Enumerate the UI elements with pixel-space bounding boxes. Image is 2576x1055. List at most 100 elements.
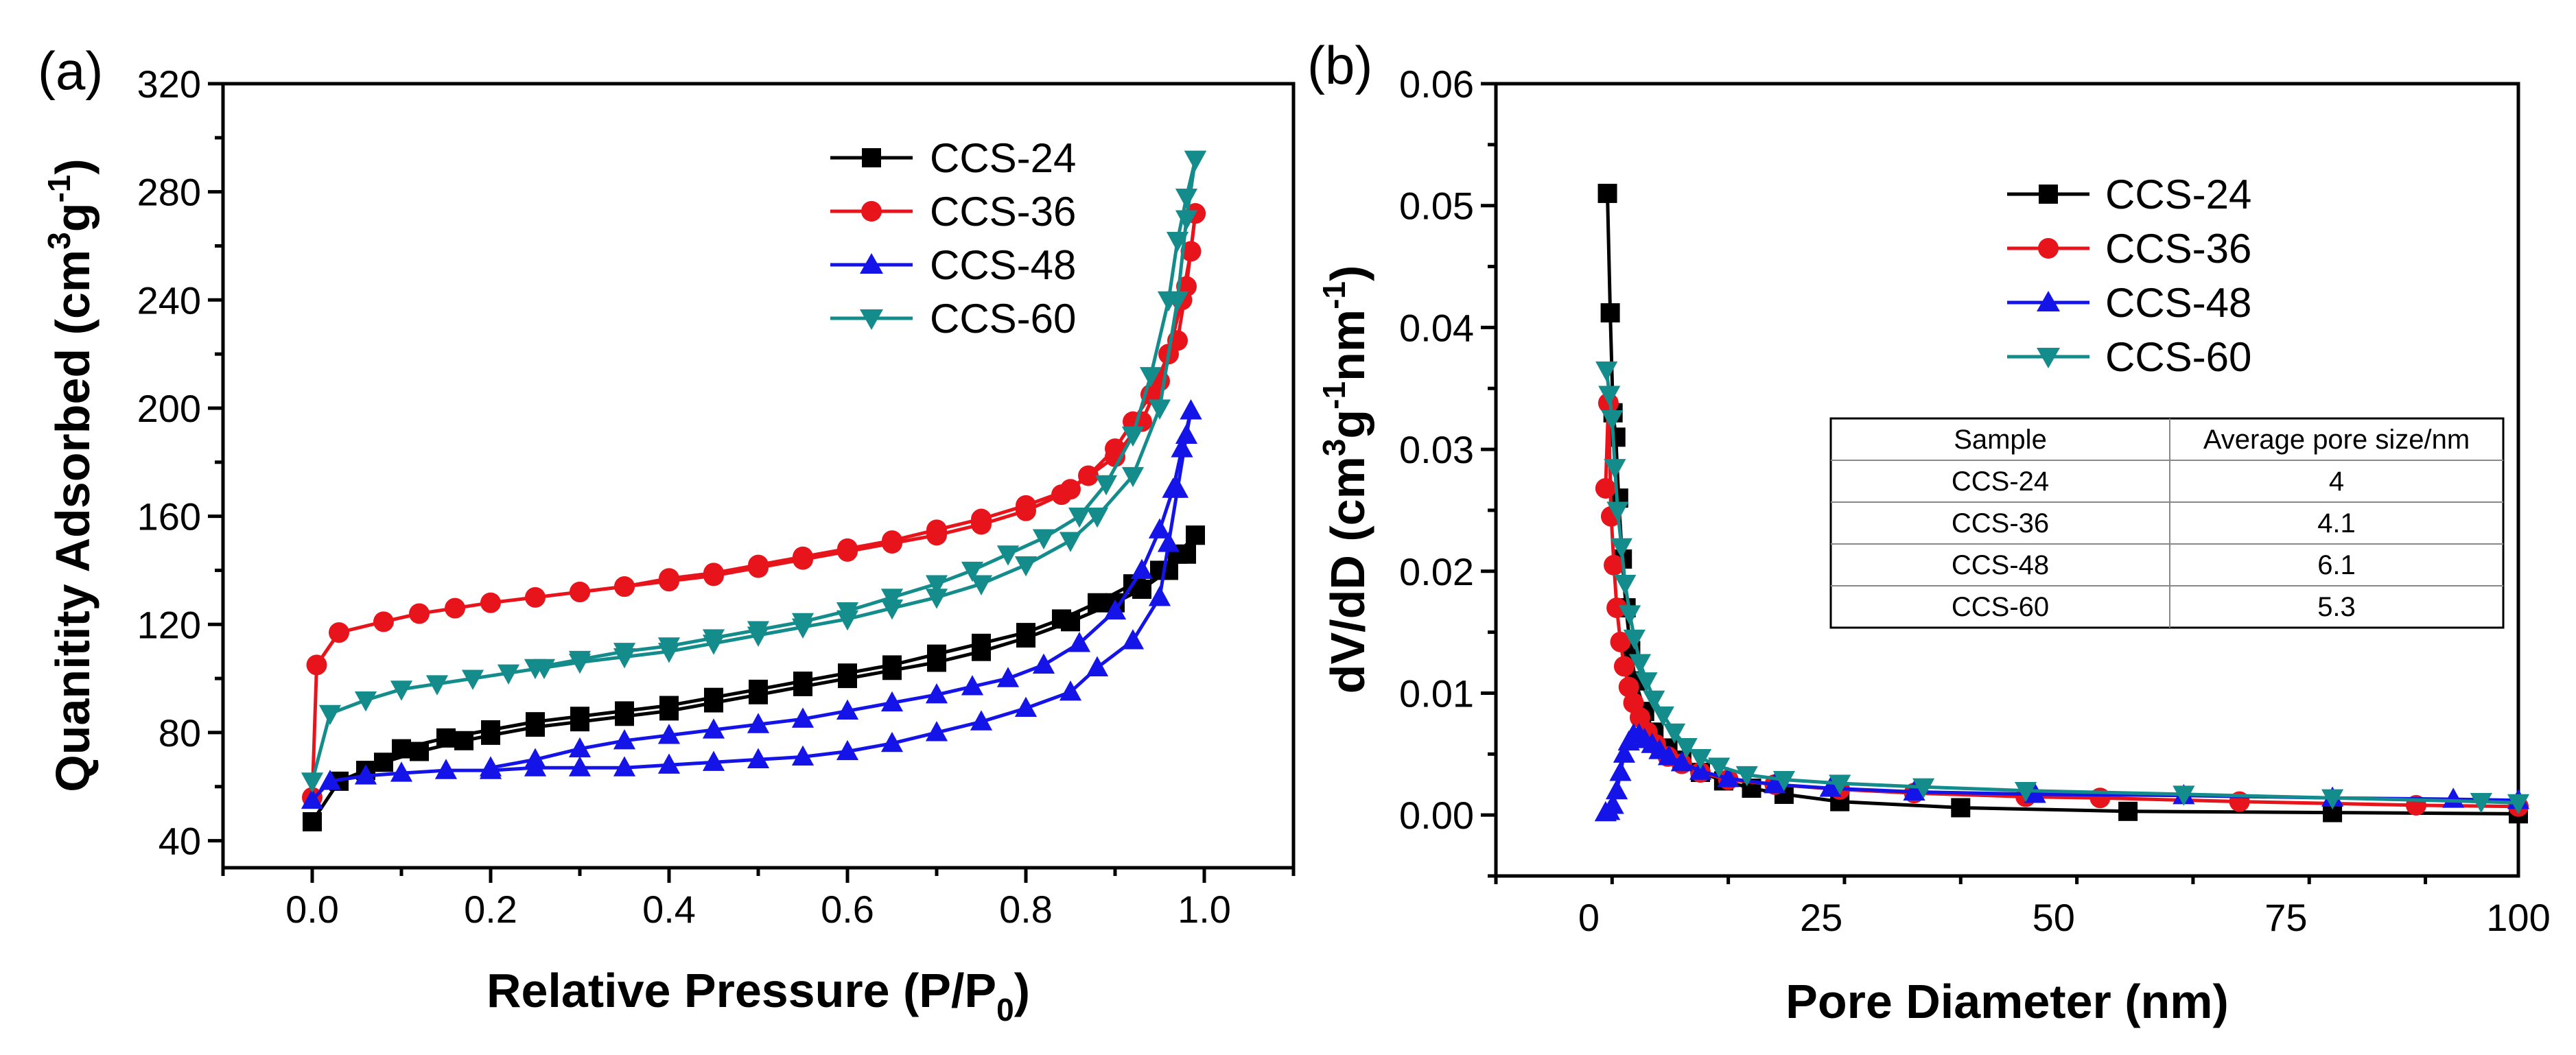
legend-marker-square (2039, 185, 2058, 204)
data-point (1105, 438, 1125, 460)
data-point (1094, 475, 1118, 496)
data-point (1086, 508, 1109, 528)
data-point (613, 728, 636, 750)
data-point (657, 724, 681, 744)
data-point (1088, 593, 1107, 613)
data-point (882, 533, 902, 554)
y-tick-label: 0.05 (1399, 185, 1474, 228)
series-ccs-36 (302, 203, 1206, 808)
data-point (1086, 656, 1109, 676)
data-point (1764, 772, 1786, 794)
legend-entry-ccs-36: CCS-36 (2007, 226, 2251, 272)
x-tick-label: 75 (2264, 896, 2307, 939)
legend-label: CCS-36 (2105, 226, 2251, 272)
data-point (1180, 399, 1202, 420)
data-point (2173, 785, 2195, 806)
data-point (1032, 529, 1055, 549)
data-point (524, 659, 547, 680)
panel-a-y-axis-title: Quanitity Adsorbed (cm3g-1) (41, 158, 99, 792)
panel-a-label: (a) (38, 40, 103, 101)
data-point (1604, 554, 1625, 576)
data-point (1598, 386, 1621, 406)
data-point (657, 753, 681, 774)
data-point (1595, 477, 1616, 499)
data-point (1657, 745, 1681, 766)
data-point (996, 545, 1020, 566)
data-point (970, 710, 993, 731)
data-point (1157, 532, 1180, 552)
data-point (1059, 680, 1082, 701)
data-point (880, 691, 904, 712)
data-point (1829, 774, 1851, 795)
legend-entry-ccs-60: CCS-60 (830, 296, 1076, 342)
table-cell: CCS-24 (1952, 466, 2049, 497)
data-point (454, 731, 473, 750)
data-point (704, 687, 723, 707)
data-point (1052, 609, 1071, 629)
data-point (1121, 629, 1145, 650)
panel-b-legend: CCS-24 CCS-36 CCS-48 CCS-60 (2007, 171, 2251, 380)
table-cell: 5.3 (2317, 592, 2356, 622)
table-row: CCS-36 4.1 (1952, 508, 2356, 538)
data-point (702, 629, 725, 650)
data-point (614, 576, 635, 597)
data-point (703, 565, 724, 586)
series-line (535, 158, 1197, 669)
data-point (925, 683, 948, 704)
data-point (2024, 783, 2046, 803)
data-point (1148, 399, 1171, 420)
data-point (1600, 303, 1620, 323)
data-point (1014, 696, 1038, 718)
data-point (791, 745, 815, 766)
x-tick-label: 0.0 (285, 888, 339, 931)
data-point (1689, 749, 1712, 770)
data-point (615, 701, 634, 721)
data-point (570, 707, 589, 726)
y-tick-label: 0.01 (1399, 672, 1474, 715)
data-point (1618, 676, 1639, 698)
data-point (1613, 656, 1635, 677)
data-point (1605, 779, 1628, 800)
data-point (1635, 672, 1658, 693)
y-tick-label: 240 (137, 278, 201, 322)
data-point (971, 514, 992, 535)
legend-entry-ccs-36: CCS-36 (830, 189, 1076, 235)
data-point (1016, 500, 1036, 521)
y-tick-label: 0.00 (1399, 794, 1474, 837)
data-point (445, 597, 465, 619)
legend-marker-square (862, 148, 881, 167)
table-cell: CCS-48 (1952, 550, 2049, 580)
data-point (747, 713, 770, 733)
table-header-cell: Average pore size/nm (2203, 425, 2470, 455)
data-point (1606, 597, 1628, 619)
data-point (749, 679, 768, 699)
series-ccs-60 (1595, 361, 2530, 815)
y-tick-label: 120 (137, 603, 201, 646)
data-point (1103, 599, 1127, 620)
data-point (1772, 771, 1796, 792)
table-cell: CCS-60 (1952, 592, 2049, 622)
data-point (1597, 183, 1617, 203)
legend-marker-circle (861, 201, 882, 222)
panel-b-label: (b) (1307, 35, 1372, 95)
x-tick-label: 0.8 (999, 888, 1053, 931)
data-point (882, 655, 902, 675)
panel-a-ticks: 0.0 0.2 0.4 0.6 0.8 1.0 40 80 120 160 200 240 280 320 (137, 62, 1296, 931)
data-point (1148, 586, 1171, 606)
data-point (613, 643, 636, 663)
data-point (390, 761, 413, 782)
data-point (1643, 690, 1665, 711)
data-point (1175, 423, 1198, 444)
data-point (1614, 574, 1637, 595)
data-point (1186, 525, 1205, 545)
data-point (390, 680, 413, 701)
panel-a-isotherm-chart: (a) 0.0 0.2 0.4 0.6 0.8 1.0 40 80 120 160 200 240 28… (38, 40, 1296, 1028)
data-point (1602, 794, 1624, 814)
data-point (525, 586, 546, 608)
data-point (925, 589, 948, 609)
data-point (409, 603, 430, 624)
series-ccs-60 (301, 150, 1207, 793)
data-point (461, 669, 484, 690)
data-point (970, 575, 993, 595)
